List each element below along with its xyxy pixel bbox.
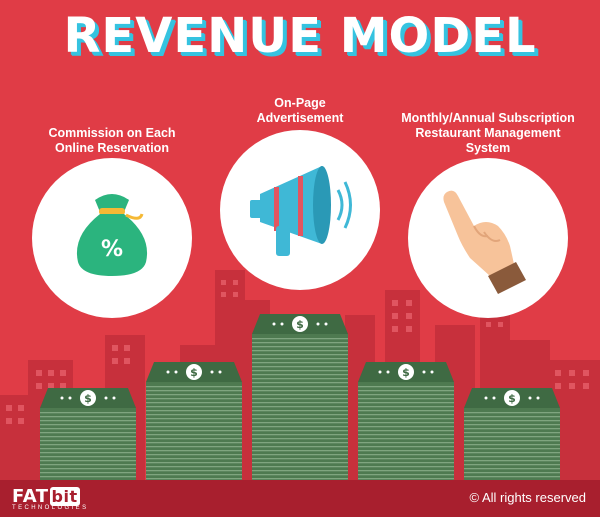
bag-symbol: % [101,237,123,262]
page-title: REVENUE MODEL [63,8,537,64]
dollar-sign: $ [508,392,516,405]
commission-label: Commission on Each Online Reservation [48,126,176,155]
megaphone-icon [250,166,352,256]
dollar-sign: $ [190,366,198,379]
money-stack: $ [252,314,348,480]
money-stack: $ [40,388,136,480]
fatbit-logo: FAT bit TECHNOLOGIES [12,486,89,511]
pointing-hand-icon [443,190,526,294]
copyright-text: © All rights reserved [469,490,586,505]
money-stack: $ [358,362,454,480]
footer-bar: FAT bit TECHNOLOGIES © All rights reserve… [0,480,600,517]
money-stack: $ [464,388,560,480]
money-bag-percent-icon: % [76,194,148,276]
money-stack: $ [146,362,242,480]
dollar-sign: $ [296,318,304,331]
advertisement-label: On-Page Advertisement [256,96,344,125]
dollar-sign: $ [402,366,410,379]
dollar-sign: $ [84,392,92,405]
subscription-label: Monthly/Annual Subscription Restaurant M… [401,111,575,155]
